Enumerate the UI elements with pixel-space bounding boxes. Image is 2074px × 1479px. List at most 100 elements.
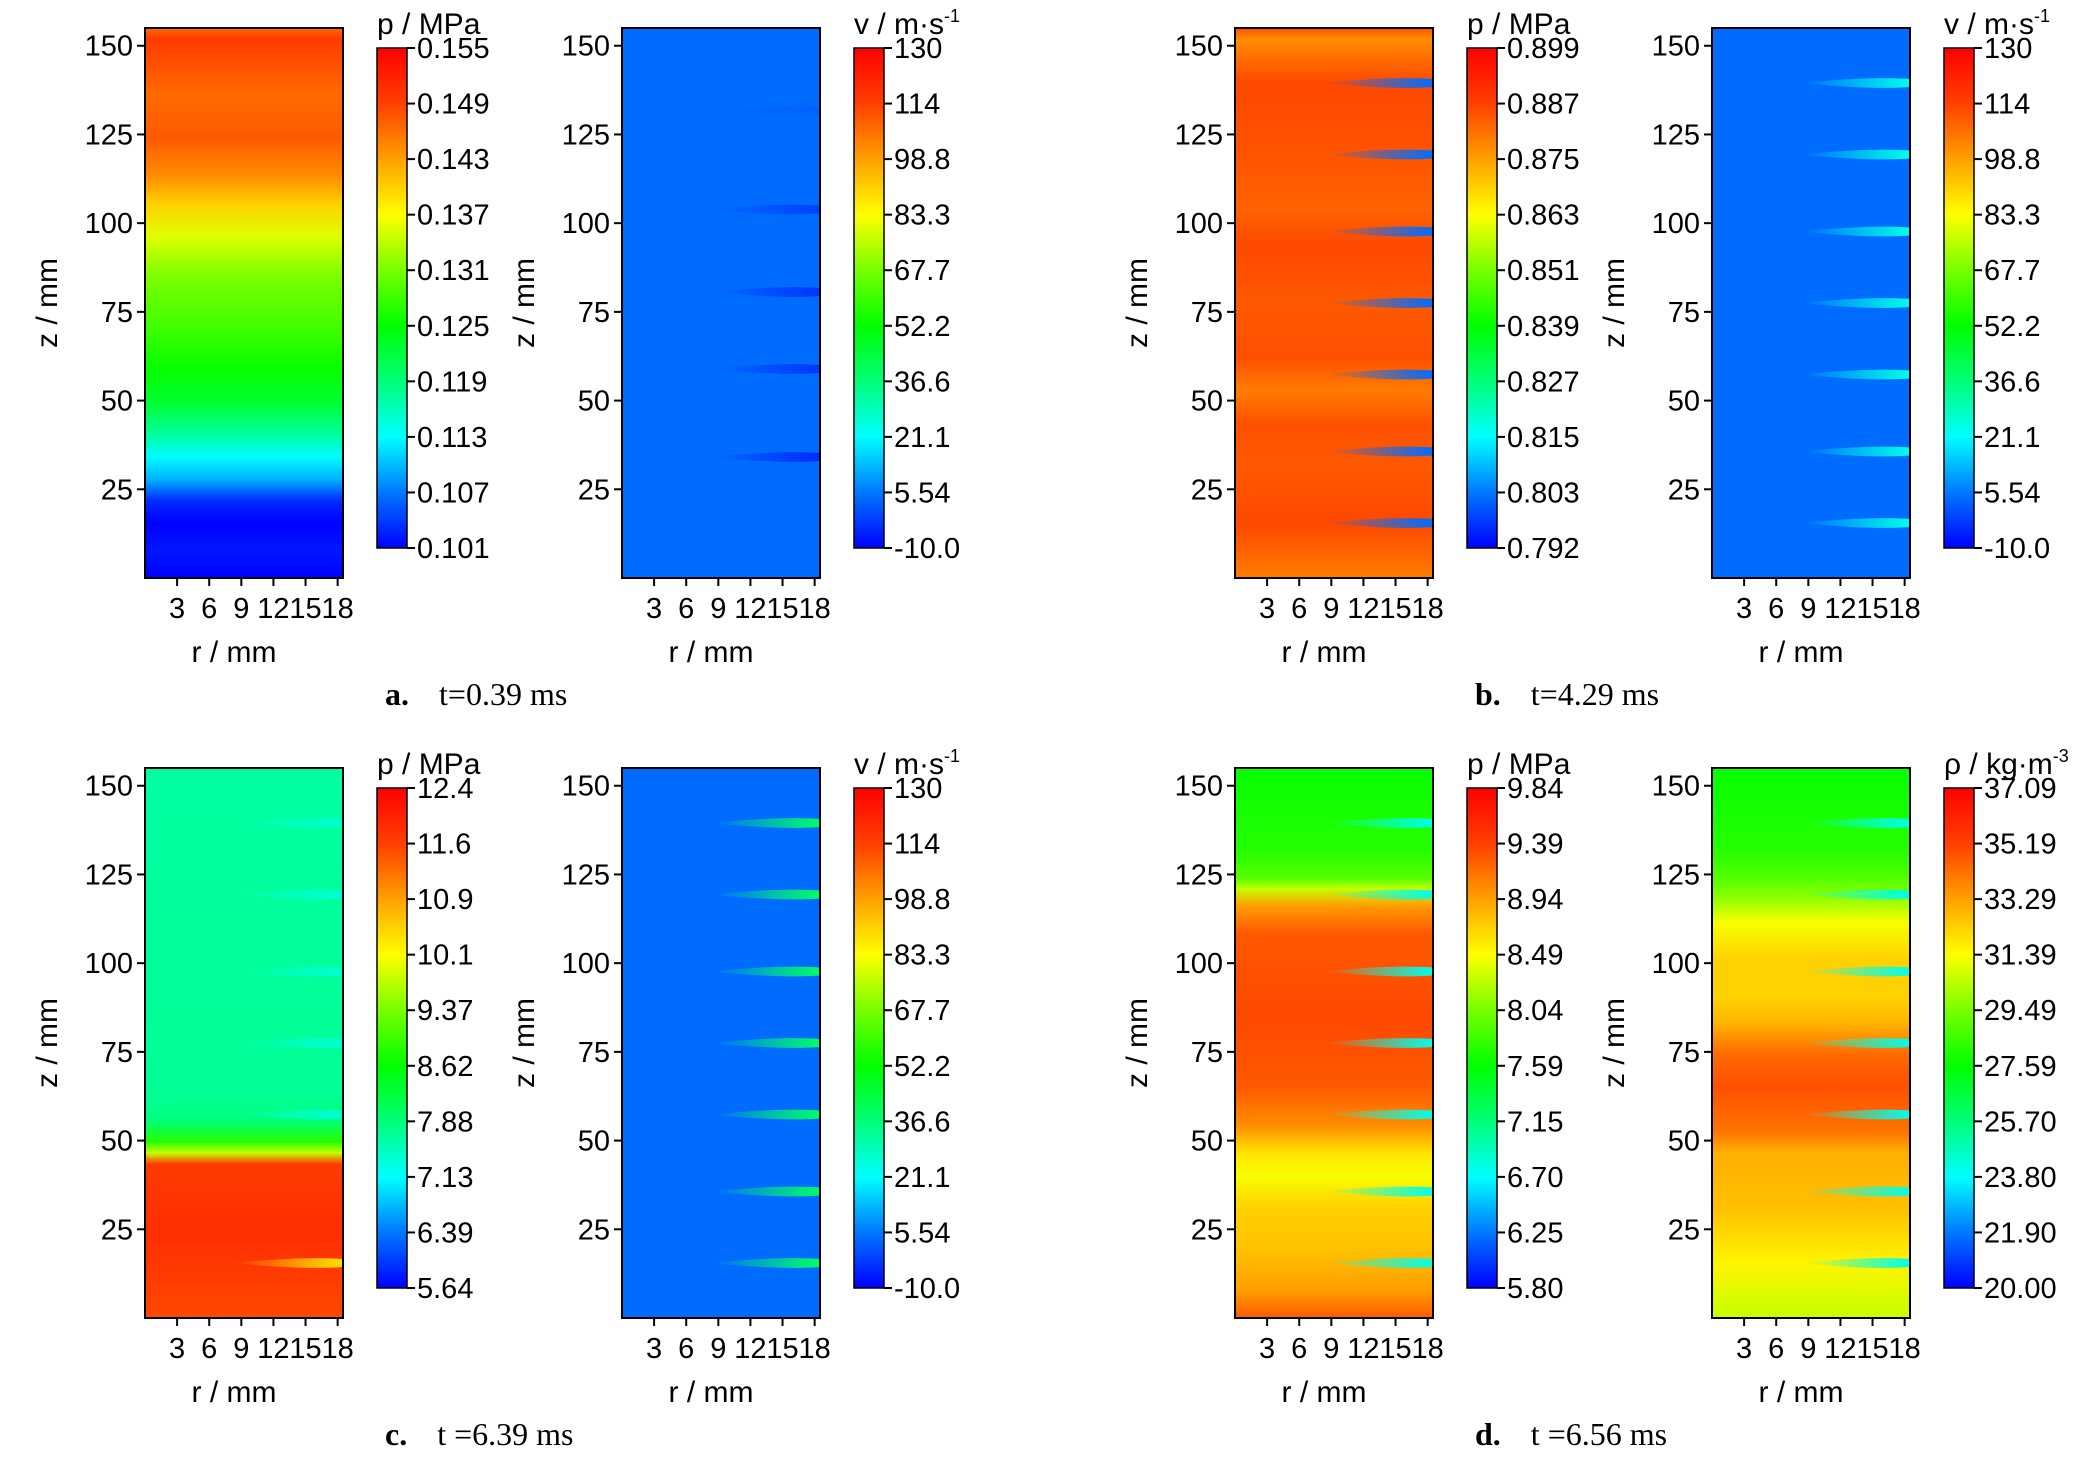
r-tick-label: 15 [1856, 1333, 1888, 1365]
colorbar-tick-label: 33.29 [1984, 884, 2057, 916]
z-tick-label: 50 [101, 1126, 133, 1158]
injection-jet-4 [234, 1038, 343, 1048]
colorbar: ρ / kg·m-337.09 35.19 33.29 31.39 29.49 27.59… [1943, 746, 2069, 1305]
colorbar-tick-label: 130 [894, 33, 942, 65]
z-tick-label: 25 [1668, 474, 1700, 506]
colorbar-tick-label: 0.851 [1507, 255, 1580, 287]
injection-jet-6 [234, 1258, 343, 1268]
z-tick-label: 125 [562, 859, 610, 891]
injection-jet-5 [1324, 1109, 1433, 1120]
colorbar-title-superscript: -3 [2053, 746, 2069, 766]
colorbar-tick-label: 8.62 [417, 1051, 473, 1083]
z-tick-label: 150 [85, 771, 133, 803]
z-tick-label: 125 [1652, 859, 1700, 891]
colorbar-tick-label: 130 [894, 773, 942, 805]
colorbar-gradient [1466, 47, 1498, 549]
injection-jet-6 [1801, 1186, 1910, 1197]
z-tick-label: 25 [101, 474, 133, 506]
z-tick-label: 125 [1175, 119, 1223, 151]
plot-velocity: 150 125 100 75 50 25 3 6 9 12 15 18 r / mm z / mm v / … [1598, 6, 2050, 669]
colorbar-title: p / MPa [1467, 748, 1571, 781]
injection-jet-5 [711, 452, 820, 462]
r-tick-label: 18 [799, 593, 831, 625]
panel-letter: c. [385, 1416, 407, 1452]
colorbar-tick-label: 0.131 [417, 255, 490, 287]
injection-jet-7 [1801, 1258, 1910, 1268]
colorbar-tick-label: 98.8 [1984, 144, 2040, 176]
z-tick-label: 75 [1668, 1037, 1700, 1069]
y-axis-label: z / mm [1598, 258, 1631, 348]
z-tick-label: 75 [101, 297, 133, 329]
colorbar-tick-label: 52.2 [894, 1051, 950, 1083]
injection-jet-5 [234, 1109, 343, 1120]
r-tick-label: 15 [766, 593, 798, 625]
colorbar-tick-label: 8.49 [1507, 940, 1563, 972]
x-axis-label: r / mm [1282, 1376, 1367, 1409]
plot-pressure: 150 125 100 75 50 25 3 6 9 12 15 18 r / mm z / mm p / … [31, 8, 490, 669]
y-axis-label: z / mm [1121, 258, 1154, 348]
z-tick-label: 50 [1668, 1126, 1700, 1158]
colorbar-tick-label: 83.3 [894, 940, 950, 972]
colorbar-tick-label: 6.39 [417, 1217, 473, 1249]
colorbar-title-superscript: -1 [944, 746, 960, 766]
colorbar-tick-label: 29.49 [1984, 995, 2057, 1027]
y-axis-label: z / mm [508, 258, 541, 348]
colorbar-tick-label: 5.54 [894, 477, 950, 509]
injection-jet-5 [1801, 1109, 1910, 1120]
colorbar-tick-label: 5.54 [1984, 477, 2040, 509]
colorbar-tick-label: 0.155 [417, 33, 490, 65]
injection-jet-3 [1801, 966, 1910, 977]
colorbar-tick-label: 21.1 [894, 1162, 950, 1194]
colorbar-tick-label: -10.0 [894, 1273, 960, 1305]
r-tick-label: 6 [201, 1333, 217, 1365]
z-tick-label: 125 [1175, 859, 1223, 891]
r-tick-label: 15 [289, 1333, 321, 1365]
injection-jet-2 [1801, 889, 1910, 900]
z-tick-label: 75 [1668, 297, 1700, 329]
colorbar-tick-label: 114 [894, 89, 940, 121]
injection-jet-2 [1324, 889, 1433, 900]
r-tick-label: 18 [1412, 1333, 1444, 1365]
colorbar-tick-label: 25.70 [1984, 1106, 2057, 1138]
plot-frame [144, 767, 344, 1319]
injection-jet-1 [234, 818, 343, 828]
colorbar-tick-label: 67.7 [894, 255, 950, 287]
r-tick-label: 15 [289, 593, 321, 625]
injection-jet-6 [1324, 446, 1433, 457]
r-tick-label: 9 [1323, 1333, 1339, 1365]
y-axis-label: z / mm [508, 998, 541, 1088]
injection-jet-4 [711, 1038, 820, 1048]
colorbar-title: ρ / kg·m-3 [1944, 746, 2069, 781]
r-tick-label: 12 [734, 593, 766, 625]
colorbar-gradient [376, 787, 408, 1289]
colorbar-title-superscript: -1 [944, 6, 960, 26]
r-tick-label: 6 [1768, 593, 1784, 625]
z-tick-label: 150 [85, 31, 133, 63]
colorbar-tick-label: 31.39 [1984, 940, 2057, 972]
colorbar-gradient [376, 47, 408, 549]
r-tick-label: 15 [1379, 1333, 1411, 1365]
r-tick-label: 3 [1259, 593, 1275, 625]
colorbar-tick-label: 0.143 [417, 144, 490, 176]
injection-jet-1 [1324, 78, 1433, 88]
colorbar-tick-label: 83.3 [1984, 200, 2040, 232]
z-tick-label: 25 [101, 1214, 133, 1246]
y-axis-label: z / mm [1598, 998, 1631, 1088]
colorbar-tick-label: 7.13 [417, 1162, 473, 1194]
injection-jet-4 [711, 364, 820, 374]
colorbar-gradient [1943, 787, 1975, 1289]
z-tick-label: 125 [562, 119, 610, 151]
r-tick-label: 15 [1379, 593, 1411, 625]
z-tick-label: 50 [578, 1126, 610, 1158]
colorbar-tick-label: 0.107 [417, 477, 490, 509]
panel-time: t =6.39 ms [437, 1416, 573, 1452]
colorbar-tick-label: 114 [1984, 89, 2030, 121]
z-tick-label: 100 [562, 208, 610, 240]
x-axis-label: r / mm [669, 636, 754, 669]
injection-jet-6 [1801, 446, 1910, 457]
r-tick-label: 9 [710, 1333, 726, 1365]
